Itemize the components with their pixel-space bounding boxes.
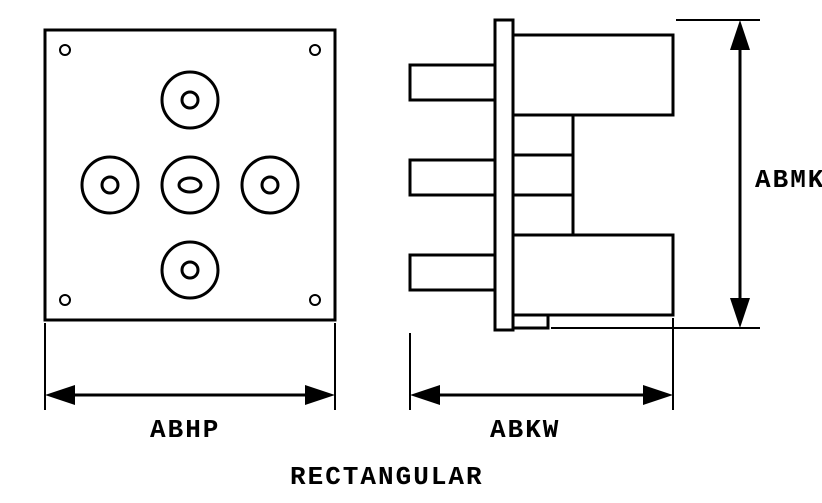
abmk-label: ABMK: [755, 165, 822, 195]
side-block: [513, 155, 573, 195]
corner-hole: [60, 295, 70, 305]
abhp-dimension: [45, 385, 335, 405]
side-block: [513, 35, 673, 115]
abkw-dimension: [410, 385, 673, 405]
abhp-label: ABHP: [150, 415, 220, 445]
terminal-center: [162, 157, 218, 213]
front-view: [45, 30, 335, 320]
side-tab: [410, 65, 495, 100]
abkw-label: ABKW: [490, 415, 560, 445]
title-label: RECTANGULAR: [290, 462, 484, 492]
side-block: [513, 115, 573, 155]
side-tab: [410, 160, 495, 195]
side-view: [410, 20, 673, 330]
corner-hole: [310, 295, 320, 305]
terminal-left: [82, 157, 138, 213]
terminal-bottom: [162, 242, 218, 298]
side-plate: [495, 20, 513, 330]
abmk-dimension: [730, 20, 750, 328]
corner-hole: [60, 45, 70, 55]
corner-hole: [310, 45, 320, 55]
side-block: [513, 235, 673, 315]
diagram-svg: [0, 0, 822, 503]
terminal-right: [242, 157, 298, 213]
side-tab: [410, 255, 495, 290]
side-block: [513, 195, 573, 235]
side-lip: [513, 315, 548, 328]
terminal-top: [162, 72, 218, 128]
